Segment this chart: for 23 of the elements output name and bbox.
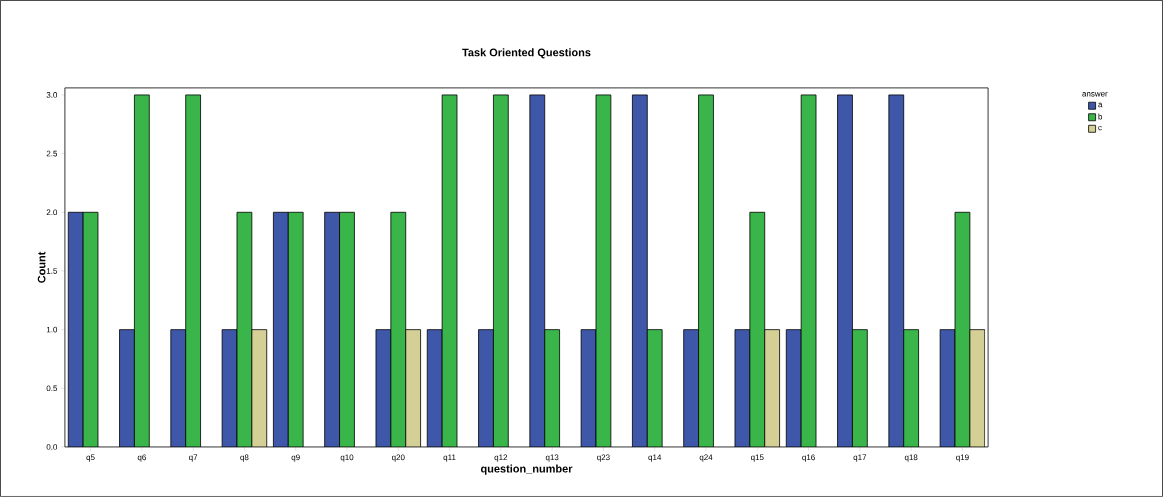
bar: [185, 94, 201, 448]
bar: [119, 329, 135, 448]
y-axis-title: Count: [37, 251, 46, 283]
bar: [324, 211, 340, 448]
bar: [683, 329, 699, 448]
bar: [888, 94, 905, 448]
bar: [134, 94, 150, 448]
bar: [852, 329, 868, 448]
bar: [170, 329, 187, 448]
bar: [493, 94, 509, 448]
bar: [837, 94, 853, 448]
bar: [339, 211, 355, 448]
bar: [632, 94, 648, 448]
bar: [273, 211, 289, 448]
bar: [698, 94, 714, 448]
bar: [390, 211, 407, 448]
bar: [478, 329, 494, 448]
bar: [646, 329, 663, 448]
bar: [529, 94, 546, 448]
chart-title: Task Oriented Questions: [462, 48, 591, 59]
bar: [903, 329, 919, 448]
bar: [544, 329, 560, 448]
x-axis-title: question_number: [480, 464, 573, 475]
